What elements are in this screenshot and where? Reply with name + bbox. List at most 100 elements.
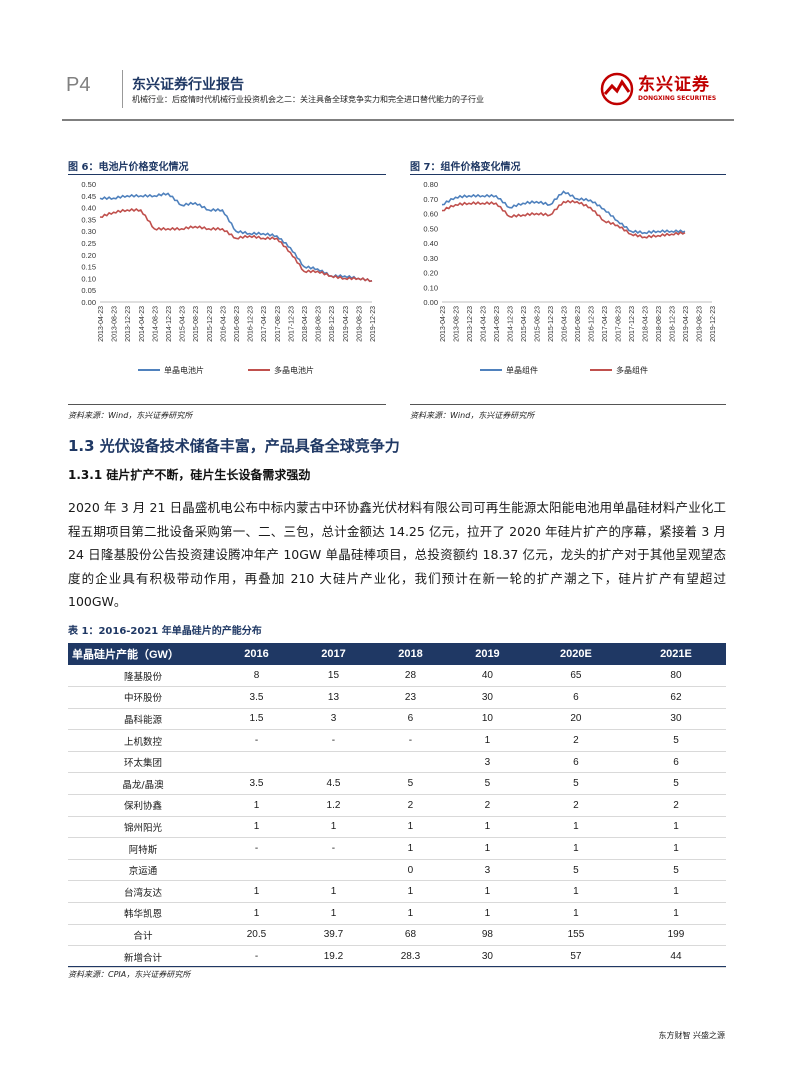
table-cell: 199 xyxy=(625,924,726,947)
table-row: 韩华凯恩 1 1 1 1 1 1 xyxy=(68,902,726,925)
table-row: 晶龙/晶澳 3.5 4.5 5 5 5 5 xyxy=(68,772,726,796)
table-cell: 4.5 xyxy=(294,772,372,796)
table-cell: 6 xyxy=(625,751,726,774)
x-tick-label: 2017-08-23 xyxy=(616,306,623,342)
table-cell: 5 xyxy=(448,772,526,796)
y-tick-label: 0.05 xyxy=(81,286,96,295)
x-tick-label: 2013-08-23 xyxy=(112,306,119,342)
table-cell: - xyxy=(218,945,295,968)
series-line-multi xyxy=(99,207,373,283)
y-tick-label: 0.20 xyxy=(81,251,96,260)
table-cell: - xyxy=(371,729,449,752)
y-tick-label: 0.10 xyxy=(81,274,96,283)
table-cell: 2 xyxy=(371,794,449,817)
report-subtitle: 机械行业：后疫情时代机械行业投资机会之二：关注具备全球竞争实力和完全进口替代能力… xyxy=(132,95,484,104)
y-tick-label: 0.00 xyxy=(81,298,96,307)
header-separator xyxy=(122,70,123,108)
table-source: 资料来源：CPIA，东兴证券研究所 xyxy=(68,970,191,979)
table-row: 阿特斯 - -1 1 1 1 xyxy=(68,837,726,860)
table-cell: 30 xyxy=(448,945,526,968)
x-tick-label: 2016-12-23 xyxy=(589,306,596,342)
figure-title: 图 6：电池片价格变化情况 xyxy=(68,162,189,173)
x-tick-label: 2019-12-23 xyxy=(370,306,377,342)
series-line-mono xyxy=(99,192,373,283)
figure-rule xyxy=(68,174,386,175)
table-cell xyxy=(218,751,295,774)
row-label: 合计 xyxy=(68,924,218,947)
table-cell: 68 xyxy=(371,924,449,947)
table-cell: 2 xyxy=(448,794,526,817)
header-divider xyxy=(62,119,734,121)
table-cell: 1 xyxy=(371,902,449,925)
table-cell: 1 xyxy=(625,816,726,839)
x-tick-label: 2017-12-23 xyxy=(629,306,636,342)
table-cell: 1 xyxy=(371,837,449,860)
table-cell: 19.2 xyxy=(294,945,372,968)
x-tick-label: 2018-04-23 xyxy=(302,306,309,342)
legend-label: 多晶电池片 xyxy=(274,365,314,375)
y-tick-label: 0.40 xyxy=(81,204,96,213)
column-header-company: 单晶硅片产能（GW） xyxy=(68,643,218,665)
column-header-year: 2018 xyxy=(371,643,449,665)
x-tick-label: 2015-08-23 xyxy=(193,306,200,342)
table-cell: 1 xyxy=(294,816,372,839)
table-cell: 5 xyxy=(525,772,626,796)
x-tick-label: 2015-04-23 xyxy=(521,306,528,342)
page-number: P4 xyxy=(66,74,91,96)
x-tick-label: 2018-08-23 xyxy=(316,306,323,342)
body-paragraph: 2020 年 3 月 21 日晶盛机电公布中标内蒙古中环协鑫光伏材料有限公司可再… xyxy=(68,500,726,609)
table-cell: 1 xyxy=(448,729,526,752)
table-row: 台湾友达 1 1 1 1 1 1 xyxy=(68,880,726,904)
table-row: 上机数控 - - -1 2 5 xyxy=(68,729,726,752)
x-tick-label: 2019-08-23 xyxy=(356,306,363,342)
x-tick-label: 2018-04-23 xyxy=(643,306,650,342)
x-tick-label: 2016-08-23 xyxy=(575,306,582,342)
table-row: 新增合计 -19.2 28.3 30 57 44 xyxy=(68,945,726,968)
figure-6: 图 6：电池片价格变化情况 xyxy=(68,158,386,173)
x-tick-label: 2014-08-23 xyxy=(494,306,501,342)
table-bottom-rule xyxy=(68,966,726,967)
table-row: 环太集团 3 6 6 xyxy=(68,751,726,774)
section-title: 1.3 光伏设备技术储备丰富，产品具备全球竞争力 xyxy=(68,437,400,455)
column-header-year: 2016 xyxy=(218,643,295,665)
x-tick-label: 2016-08-23 xyxy=(234,306,241,342)
table-cell: 2 xyxy=(525,794,626,817)
table-cell: 6 xyxy=(525,751,626,774)
table-cell: 8 xyxy=(218,665,295,688)
y-tick-label: 0.30 xyxy=(423,254,438,263)
x-tick-label: 2014-12-23 xyxy=(508,306,515,342)
table-cell: 2 xyxy=(625,794,726,817)
y-tick-label: 0.45 xyxy=(81,192,96,201)
table-cell: 28 xyxy=(371,665,449,688)
table-cell: 28.3 xyxy=(371,945,449,968)
table-cell: 1 xyxy=(625,880,726,904)
table-cell: 15 xyxy=(294,665,372,688)
table-cell: 30 xyxy=(625,708,726,731)
y-tick-label: 0.80 xyxy=(423,180,438,189)
x-tick-label: 2015-12-23 xyxy=(548,306,555,342)
figure-7: 图 7：组件价格变化情况 xyxy=(410,158,726,173)
y-tick-label: 0.20 xyxy=(423,269,438,278)
table-cell: 57 xyxy=(525,945,626,968)
table-cell: 1 xyxy=(525,902,626,925)
column-header-year: 2019 xyxy=(448,643,526,665)
table-cell: 5 xyxy=(625,859,726,882)
report-title: 东兴证券行业报告 xyxy=(132,77,244,93)
x-tick-label: 2019-12-23 xyxy=(710,306,717,342)
x-tick-label: 2018-12-23 xyxy=(329,306,336,342)
row-label: 京运通 xyxy=(68,859,218,882)
table-row: 隆基股份 8 15 28 40 65 80 xyxy=(68,665,726,688)
battery-price-chart: 0.50 0.45 0.40 0.35 0.30 0.25 0.20 0.15 0.10 0.05… xyxy=(81,180,377,375)
table-cell: 5 xyxy=(625,772,726,796)
table-row: 中环股份 3.5 13 23 30 6 62 xyxy=(68,686,726,709)
module-price-chart: 0.800.700.600.500.400.300.200.100.002013… xyxy=(423,180,717,375)
table-header-row: 单晶硅片产能（GW） 2016 2017 2018 2019 2020E 2021E xyxy=(68,643,726,665)
row-label: 上机数控 xyxy=(68,729,218,752)
table-cell: 1 xyxy=(218,816,295,839)
column-header-year: 2020E xyxy=(525,643,626,665)
table-cell: 1 xyxy=(448,902,526,925)
figure-rule xyxy=(410,174,726,175)
y-tick-label: 0.00 xyxy=(423,298,438,307)
legend-label: 多晶组件 xyxy=(616,365,648,375)
legend-label: 单晶组件 xyxy=(506,365,538,375)
